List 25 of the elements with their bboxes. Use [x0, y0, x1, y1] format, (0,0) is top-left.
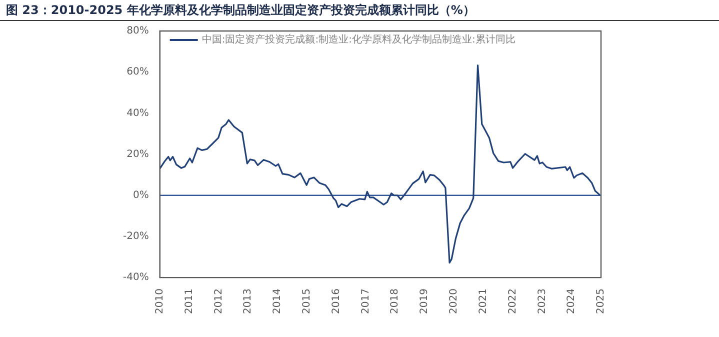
y-tick-label: 0% [132, 190, 149, 201]
x-tick-label: 2014 [272, 288, 284, 314]
y-tick-label: -20% [122, 231, 149, 242]
x-tick-label: 2010 [154, 288, 166, 314]
x-tick-label: 2023 [536, 288, 548, 314]
y-tick-label: 80% [126, 26, 149, 37]
x-tick-label: 2022 [507, 288, 518, 314]
y-tick-label: 40% [126, 108, 149, 119]
chart-title: 图 23：2010-2025 年化学原料及化学制品制造业固定资产投资完成额累计同比（%） [0, 0, 719, 21]
x-tick-label: 2019 [419, 288, 430, 314]
x-tick-label: 2024 [566, 288, 578, 314]
x-tick-label: 2016 [330, 288, 342, 314]
x-tick-label: 2025 [596, 288, 607, 314]
x-tick-label: 2011 [184, 288, 195, 314]
x-tick-label: 2012 [213, 288, 224, 314]
x-tick-label: 2020 [448, 288, 460, 314]
y-tick-label: 60% [126, 66, 149, 78]
x-tick-label: 2018 [390, 288, 401, 314]
y-tick-label: -40% [122, 272, 149, 284]
y-tick-label: 20% [126, 148, 149, 160]
x-tick-label: 2017 [360, 288, 372, 314]
x-tick-label: 2015 [301, 288, 312, 314]
x-tick-label: 2021 [478, 288, 489, 314]
x-tick-label: 2013 [242, 288, 254, 314]
legend-label: 中国:固定资产投资完成额:制造业:化学原料及化学制品制造业:累计同比 [202, 34, 516, 46]
